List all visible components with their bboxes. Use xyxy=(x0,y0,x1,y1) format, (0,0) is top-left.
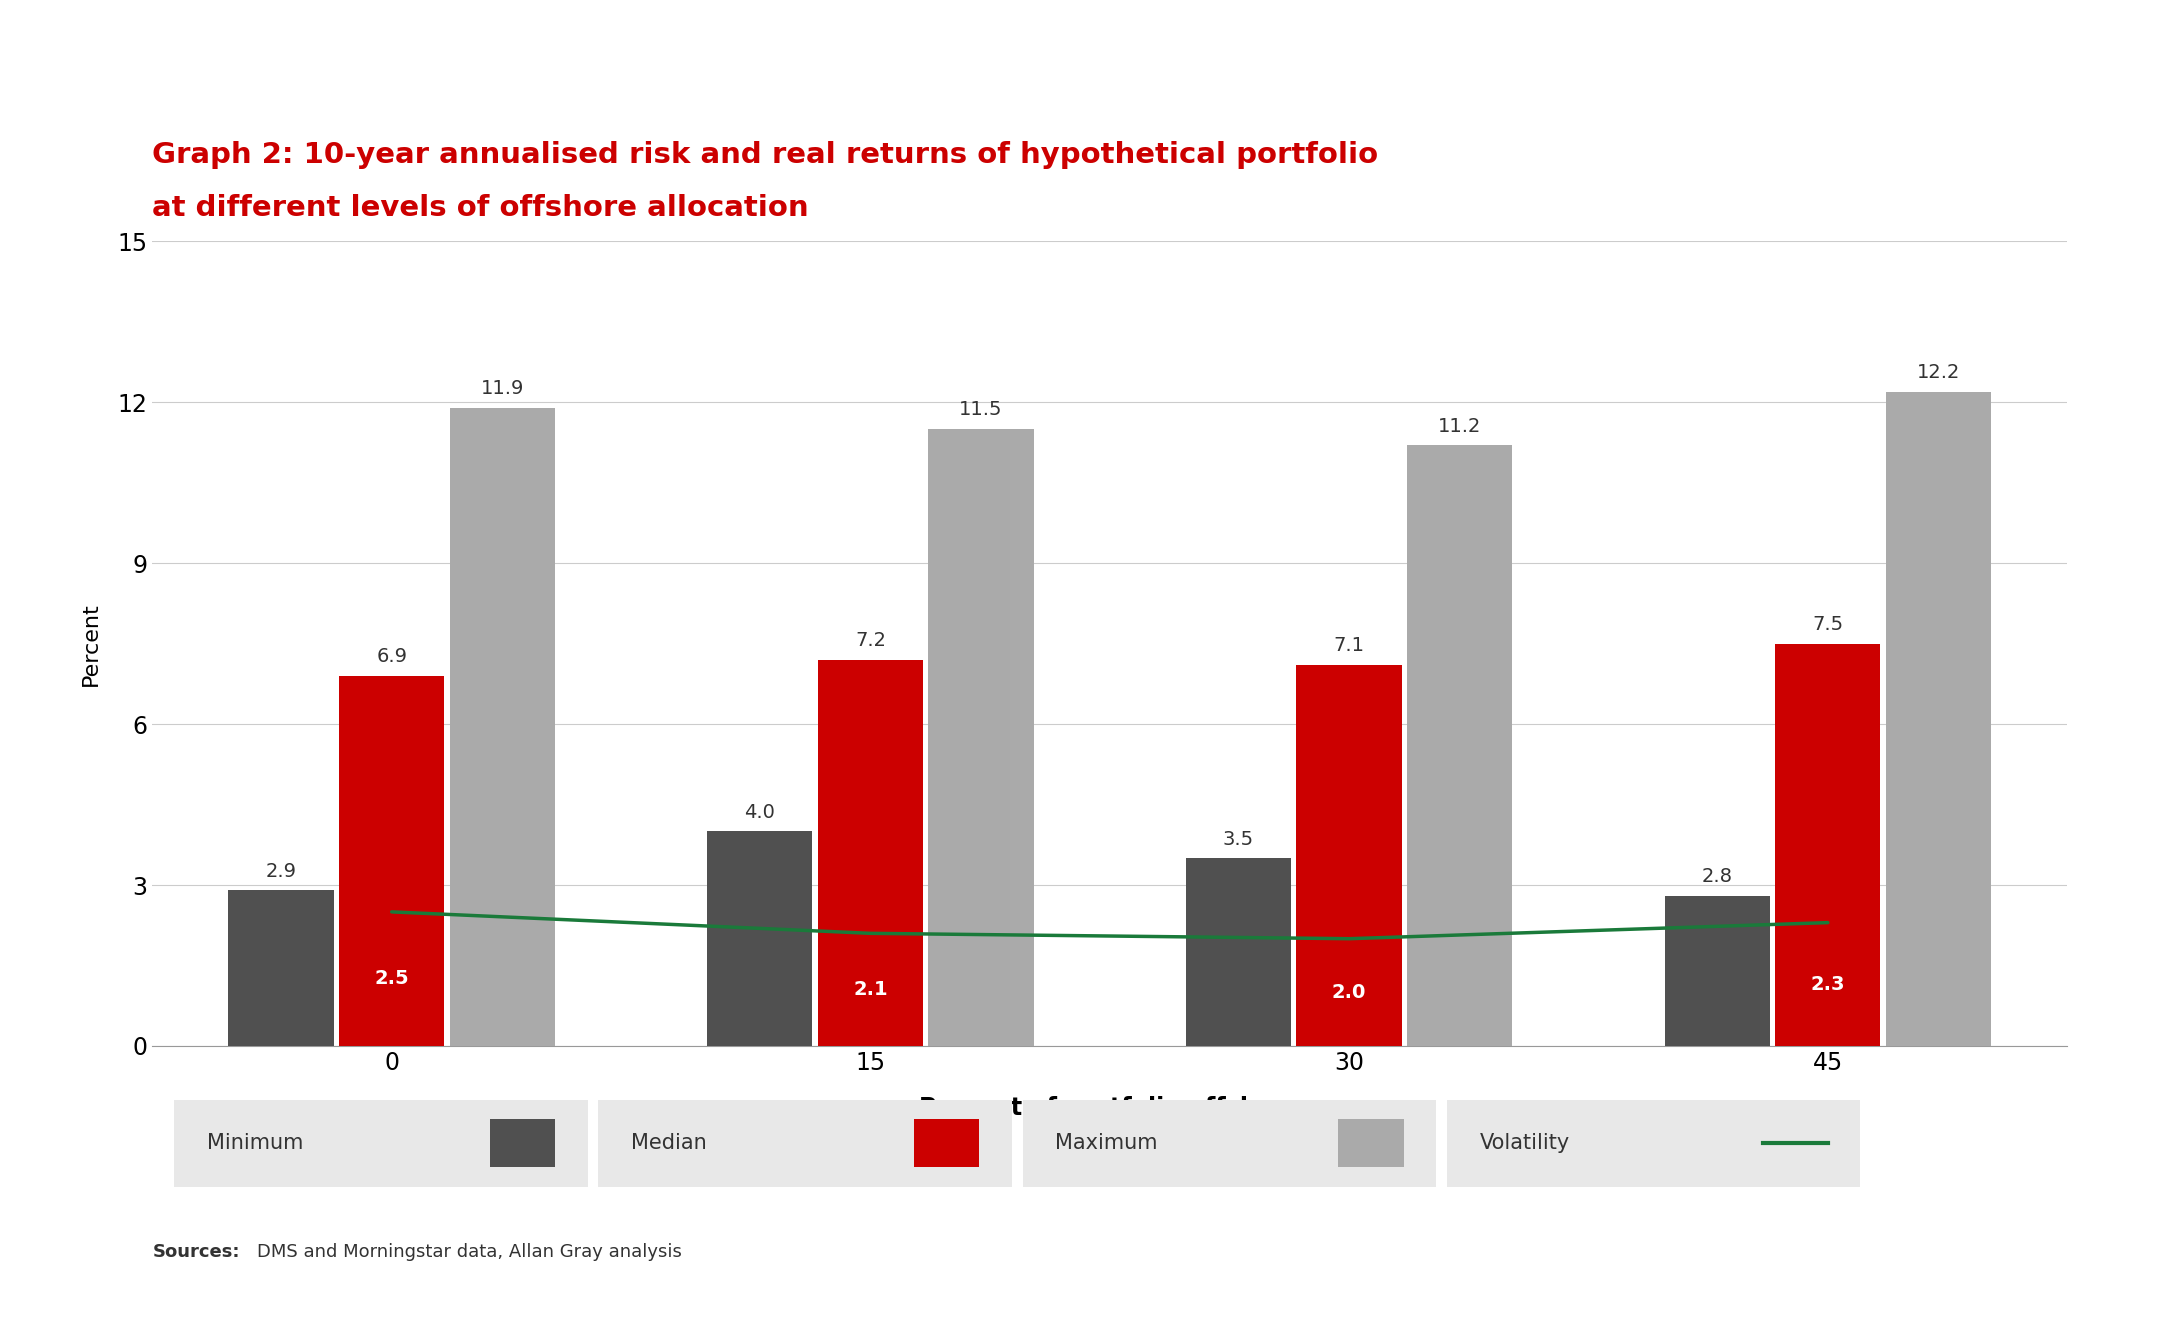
Text: Maximum: Maximum xyxy=(1055,1133,1158,1153)
Bar xyxy=(1887,392,1991,1046)
Bar xyxy=(929,429,1034,1046)
Text: 6.9: 6.9 xyxy=(376,648,407,666)
Bar xyxy=(228,890,333,1046)
Text: 3.5: 3.5 xyxy=(1223,830,1253,849)
Text: 4.0: 4.0 xyxy=(744,803,775,822)
Text: Minimum: Minimum xyxy=(207,1133,302,1153)
Bar xyxy=(1776,644,1880,1046)
Bar xyxy=(707,831,812,1046)
Text: 11.9: 11.9 xyxy=(481,380,524,398)
Text: Volatility: Volatility xyxy=(1480,1133,1569,1153)
Text: 2.8: 2.8 xyxy=(1702,868,1732,886)
Text: 11.5: 11.5 xyxy=(960,401,1003,420)
Bar xyxy=(339,676,444,1046)
Text: 2.3: 2.3 xyxy=(1810,975,1845,994)
Text: 11.2: 11.2 xyxy=(1438,417,1482,436)
Text: 7.1: 7.1 xyxy=(1334,637,1364,656)
Text: 7.2: 7.2 xyxy=(855,632,886,650)
Text: 2.0: 2.0 xyxy=(1332,983,1367,1002)
Text: 12.2: 12.2 xyxy=(1917,363,1961,382)
X-axis label: Percent of portfolio offshore: Percent of portfolio offshore xyxy=(918,1096,1301,1120)
Bar xyxy=(1297,665,1401,1046)
Text: 7.5: 7.5 xyxy=(1813,616,1843,634)
Text: Median: Median xyxy=(631,1133,707,1153)
Bar xyxy=(450,408,555,1046)
Text: 2.1: 2.1 xyxy=(853,980,888,999)
Bar xyxy=(1408,445,1512,1046)
Text: at different levels of offshore allocation: at different levels of offshore allocati… xyxy=(152,194,809,223)
Text: DMS and Morningstar data, Allan Gray analysis: DMS and Morningstar data, Allan Gray ana… xyxy=(257,1243,681,1261)
Y-axis label: Percent: Percent xyxy=(81,602,100,685)
Text: Sources:: Sources: xyxy=(152,1243,239,1261)
Bar xyxy=(1665,896,1769,1046)
Bar xyxy=(818,660,923,1046)
Text: Graph 2: 10-year annualised risk and real returns of hypothetical portfolio: Graph 2: 10-year annualised risk and rea… xyxy=(152,141,1377,169)
Text: 2.9: 2.9 xyxy=(265,862,296,881)
Text: 2.5: 2.5 xyxy=(374,970,409,988)
Bar xyxy=(1186,858,1290,1046)
